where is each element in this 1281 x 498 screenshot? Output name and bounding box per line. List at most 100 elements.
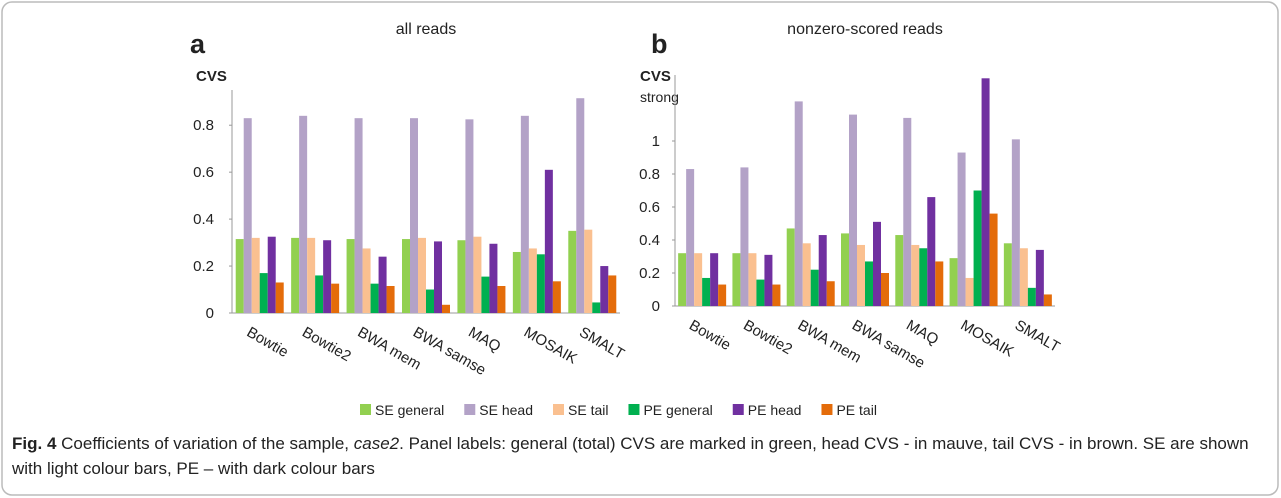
caption-text: Coefficients of variation of the sample, (56, 434, 354, 453)
bar (826, 281, 835, 306)
bar (457, 240, 466, 313)
bar (362, 248, 371, 313)
bar (442, 304, 450, 313)
bar (251, 237, 260, 313)
panel-label: a (190, 29, 206, 59)
bar (331, 283, 340, 313)
bar (865, 261, 873, 306)
legend-label: PE tail (836, 402, 876, 418)
bar (497, 286, 506, 313)
bar (903, 117, 912, 307)
y-tick-label: 0.8 (193, 117, 214, 134)
bar (600, 266, 609, 313)
bar (881, 273, 889, 306)
bar (710, 253, 719, 306)
y-tick-label: 0.6 (193, 164, 214, 181)
legend-label: PE head (748, 402, 802, 418)
bar (410, 118, 418, 313)
bar (592, 302, 601, 313)
bar (1043, 294, 1052, 306)
caption-text: . Panel labels: general (total) CVS are … (12, 434, 1249, 478)
y-tick-label: 0.8 (639, 166, 660, 183)
bar (927, 197, 936, 306)
bar (957, 152, 966, 306)
y-axis-label: CVS (640, 68, 671, 85)
bar (965, 277, 974, 306)
bar (608, 275, 617, 313)
bar (841, 233, 849, 306)
bar (756, 279, 765, 306)
bar (1035, 249, 1044, 306)
legend-swatch (464, 404, 476, 415)
bar (702, 277, 711, 306)
bar (818, 235, 827, 306)
bar (528, 248, 537, 313)
bar (386, 286, 395, 313)
caption: Fig. 4 Coefficients of variation of the … (12, 431, 1262, 481)
y-tick-label: 0.4 (639, 232, 660, 249)
bar (1027, 287, 1036, 306)
bar (949, 258, 958, 306)
bar (568, 230, 577, 313)
bar (686, 169, 695, 306)
caption-label: Fig. 4 (12, 434, 57, 453)
bar (764, 254, 773, 306)
y-axis-sublabel: strong (640, 89, 679, 105)
legend-label: SE head (479, 402, 533, 418)
bar (552, 281, 561, 313)
y-tick-label: 0.2 (639, 265, 660, 282)
bar (378, 256, 387, 313)
legend-swatch (628, 404, 640, 415)
bar (544, 169, 553, 313)
bar (786, 228, 795, 306)
caption-emphasis: case2 (353, 434, 400, 453)
bar (275, 282, 284, 313)
bar (346, 239, 355, 313)
bar (434, 241, 442, 313)
bar (1003, 243, 1012, 306)
bar (291, 237, 300, 313)
y-tick-label: 0.4 (193, 211, 214, 228)
bar (802, 243, 811, 306)
y-tick-label: 1 (652, 133, 660, 150)
bar (895, 235, 904, 306)
bar (981, 78, 990, 306)
bar (418, 237, 426, 313)
legend-swatch (732, 404, 744, 415)
bar (718, 284, 727, 306)
legend-label: SE tail (568, 402, 608, 418)
bar (243, 118, 252, 313)
y-tick-label: 0 (652, 298, 660, 315)
y-tick-label: 0.6 (639, 199, 660, 216)
bar (849, 114, 857, 306)
bar (794, 101, 803, 307)
bar (576, 98, 585, 313)
bar (732, 253, 741, 306)
chart-title: nonzero-scored reads (787, 21, 943, 38)
legend-swatch (821, 404, 833, 415)
bar (307, 237, 316, 313)
bar (536, 254, 545, 313)
bar (259, 273, 268, 313)
legend-label: PE general (643, 402, 712, 418)
chart-title: all reads (396, 21, 456, 38)
bar (465, 119, 474, 313)
bar (481, 276, 490, 313)
bar (512, 251, 521, 313)
bar (354, 118, 363, 313)
bar (919, 248, 928, 306)
y-tick-label: 0.2 (193, 258, 214, 275)
bar (989, 213, 998, 306)
y-axis-label: CVS (196, 68, 227, 85)
bar (857, 244, 865, 306)
legend-swatch (553, 404, 564, 415)
bar (772, 284, 781, 306)
bar (267, 236, 276, 313)
panel-label: b (651, 29, 668, 59)
bar (911, 244, 920, 306)
bar (873, 221, 881, 306)
bar (810, 269, 819, 306)
bar (426, 289, 434, 313)
bar (520, 115, 529, 314)
